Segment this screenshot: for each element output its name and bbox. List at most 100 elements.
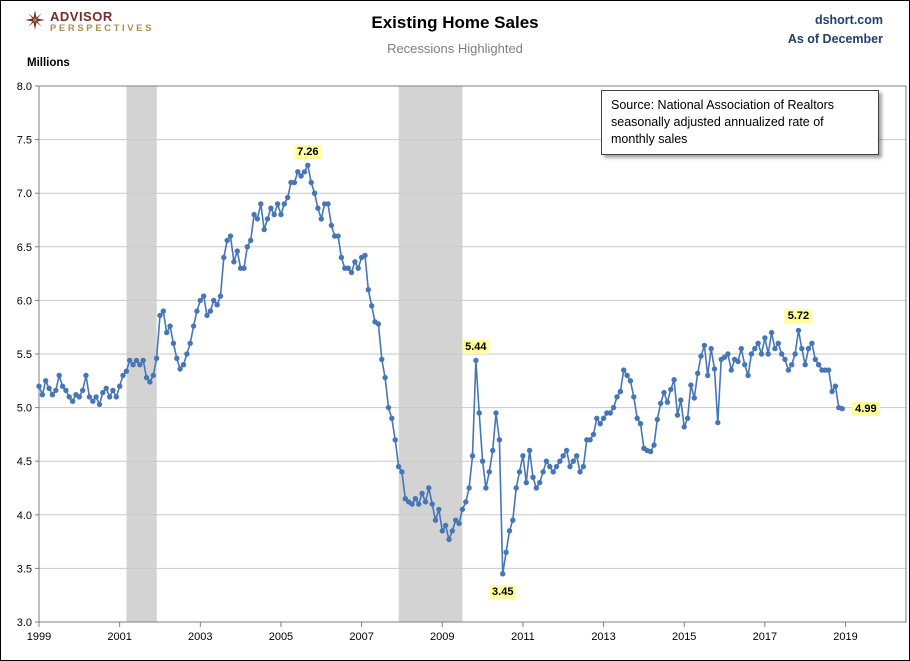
data-point bbox=[590, 431, 597, 438]
y-axis-title: Millions bbox=[27, 57, 70, 69]
x-tick-label: 2019 bbox=[833, 631, 857, 643]
data-point bbox=[227, 233, 234, 239]
data-point bbox=[56, 372, 62, 379]
data-point bbox=[214, 302, 220, 308]
data-point bbox=[244, 244, 250, 250]
data-point bbox=[187, 340, 193, 346]
data-point bbox=[83, 372, 89, 379]
data-point bbox=[809, 340, 815, 346]
x-tick-label: 2017 bbox=[753, 631, 777, 643]
data-point bbox=[224, 237, 230, 244]
data-point bbox=[301, 169, 308, 175]
data-point bbox=[446, 536, 452, 543]
y-tick-label: 6.0 bbox=[17, 295, 32, 307]
data-point bbox=[43, 378, 49, 384]
logo-advisor-text: ADVISOR bbox=[50, 9, 113, 24]
data-point bbox=[291, 179, 298, 186]
data-point bbox=[631, 394, 637, 400]
x-tick-label: 2001 bbox=[107, 631, 131, 643]
data-point bbox=[251, 211, 257, 218]
data-point bbox=[506, 528, 513, 534]
data-point bbox=[201, 293, 207, 299]
data-point bbox=[399, 469, 405, 475]
site-attribution: dshort.com As of December bbox=[788, 11, 883, 50]
data-point bbox=[617, 388, 624, 395]
point-value-label: 5.44 bbox=[462, 340, 490, 355]
data-point bbox=[49, 392, 56, 398]
data-point bbox=[382, 374, 388, 381]
data-point bbox=[318, 216, 324, 222]
data-point bbox=[96, 401, 103, 408]
data-point bbox=[530, 474, 536, 480]
data-point bbox=[150, 372, 156, 379]
data-point bbox=[594, 415, 600, 421]
data-point bbox=[577, 469, 583, 475]
y-tick-label: 4.5 bbox=[17, 456, 32, 468]
data-point bbox=[674, 412, 681, 418]
data-point bbox=[409, 501, 415, 507]
data-point bbox=[802, 362, 808, 368]
data-point bbox=[500, 571, 506, 577]
data-point bbox=[658, 400, 664, 406]
data-point bbox=[113, 394, 120, 400]
x-tick-label: 2003 bbox=[188, 631, 212, 643]
data-point bbox=[715, 419, 721, 426]
data-point bbox=[634, 415, 640, 421]
data-point bbox=[160, 308, 166, 314]
data-point bbox=[412, 496, 419, 502]
data-point bbox=[695, 370, 701, 376]
data-point bbox=[610, 404, 617, 411]
data-point bbox=[140, 357, 146, 364]
data-point bbox=[789, 362, 795, 368]
data-point bbox=[728, 367, 734, 373]
data-point bbox=[429, 501, 435, 507]
data-point bbox=[147, 379, 153, 385]
data-point bbox=[496, 437, 503, 443]
data-point bbox=[540, 469, 546, 475]
data-point bbox=[207, 308, 214, 314]
data-point bbox=[668, 386, 674, 393]
data-point bbox=[59, 383, 66, 389]
site-name: dshort.com bbox=[814, 13, 883, 27]
data-point bbox=[127, 357, 133, 364]
data-point bbox=[476, 410, 482, 416]
y-tick-label: 8.0 bbox=[17, 81, 32, 93]
data-point bbox=[543, 458, 550, 464]
data-point bbox=[281, 201, 287, 207]
data-point bbox=[762, 335, 768, 341]
data-point bbox=[738, 345, 744, 352]
data-point bbox=[137, 362, 143, 368]
data-point bbox=[442, 522, 449, 529]
data-point bbox=[621, 367, 627, 373]
data-point bbox=[325, 201, 331, 207]
data-point bbox=[419, 490, 425, 497]
data-point bbox=[469, 453, 476, 459]
as-of-date: As of December bbox=[787, 32, 883, 47]
data-point bbox=[248, 237, 254, 244]
data-point bbox=[285, 194, 291, 201]
data-point bbox=[742, 362, 748, 368]
data-point bbox=[725, 351, 731, 357]
data-point bbox=[338, 254, 345, 261]
data-point bbox=[537, 479, 543, 486]
point-value-label: 4.99 bbox=[852, 401, 880, 416]
data-point bbox=[758, 351, 765, 357]
data-point bbox=[170, 340, 177, 346]
data-point bbox=[772, 345, 778, 352]
data-point bbox=[426, 485, 432, 491]
data-point bbox=[466, 485, 472, 491]
data-point bbox=[701, 342, 708, 349]
data-point bbox=[157, 312, 163, 319]
data-point bbox=[308, 179, 314, 186]
point-value-label: 3.45 bbox=[489, 584, 517, 599]
data-point bbox=[46, 385, 52, 391]
data-point bbox=[553, 463, 560, 470]
data-point bbox=[493, 410, 499, 416]
data-point bbox=[782, 356, 788, 363]
data-point bbox=[449, 528, 455, 534]
data-point bbox=[453, 517, 459, 523]
data-point bbox=[735, 358, 741, 365]
data-point bbox=[456, 520, 462, 527]
data-point bbox=[258, 201, 264, 207]
